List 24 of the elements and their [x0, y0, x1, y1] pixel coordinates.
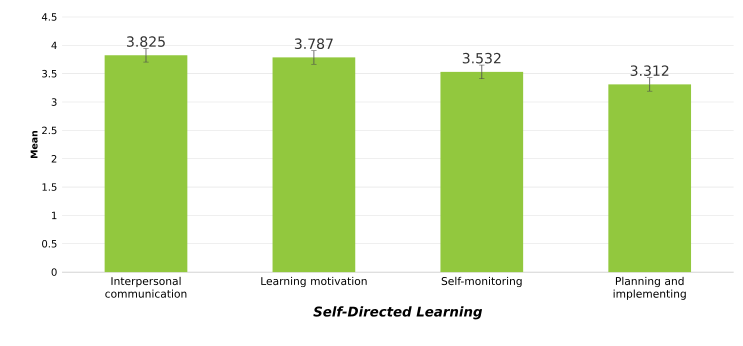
data-label: 3.787 [294, 38, 333, 49]
y-tick-label: 3 [52, 98, 57, 106]
y-tick-label: 1.5 [42, 183, 56, 191]
y-tick-label: 2.5 [42, 126, 56, 134]
y-tick-label: 1 [52, 212, 56, 220]
data-label: 3.825 [127, 36, 165, 47]
data-label: 3.532 [462, 52, 500, 64]
x-tick-label: Interpersonal communication [105, 276, 186, 298]
bar [608, 84, 692, 272]
y-tick-label: 2 [52, 154, 56, 162]
y-tick-label: 4 [51, 42, 57, 49]
y-tick-label: 0.5 [42, 240, 56, 248]
bar [104, 55, 188, 272]
bar [272, 57, 356, 272]
y-axis-title: Mean [30, 130, 38, 158]
data-label: 3.312 [630, 65, 668, 76]
x-axis-title: Self-Directed Learning [313, 306, 482, 320]
y-tick-label: 0 [52, 268, 57, 276]
bar [440, 72, 524, 272]
x-tick-label: Self-monitoring [442, 276, 522, 288]
y-tick-label: 4.5 [42, 13, 56, 21]
y-tick-label: 3.5 [42, 70, 56, 78]
x-tick-label: Learning motivation [261, 276, 367, 288]
x-tick-label: Planning and implementing [614, 276, 686, 300]
